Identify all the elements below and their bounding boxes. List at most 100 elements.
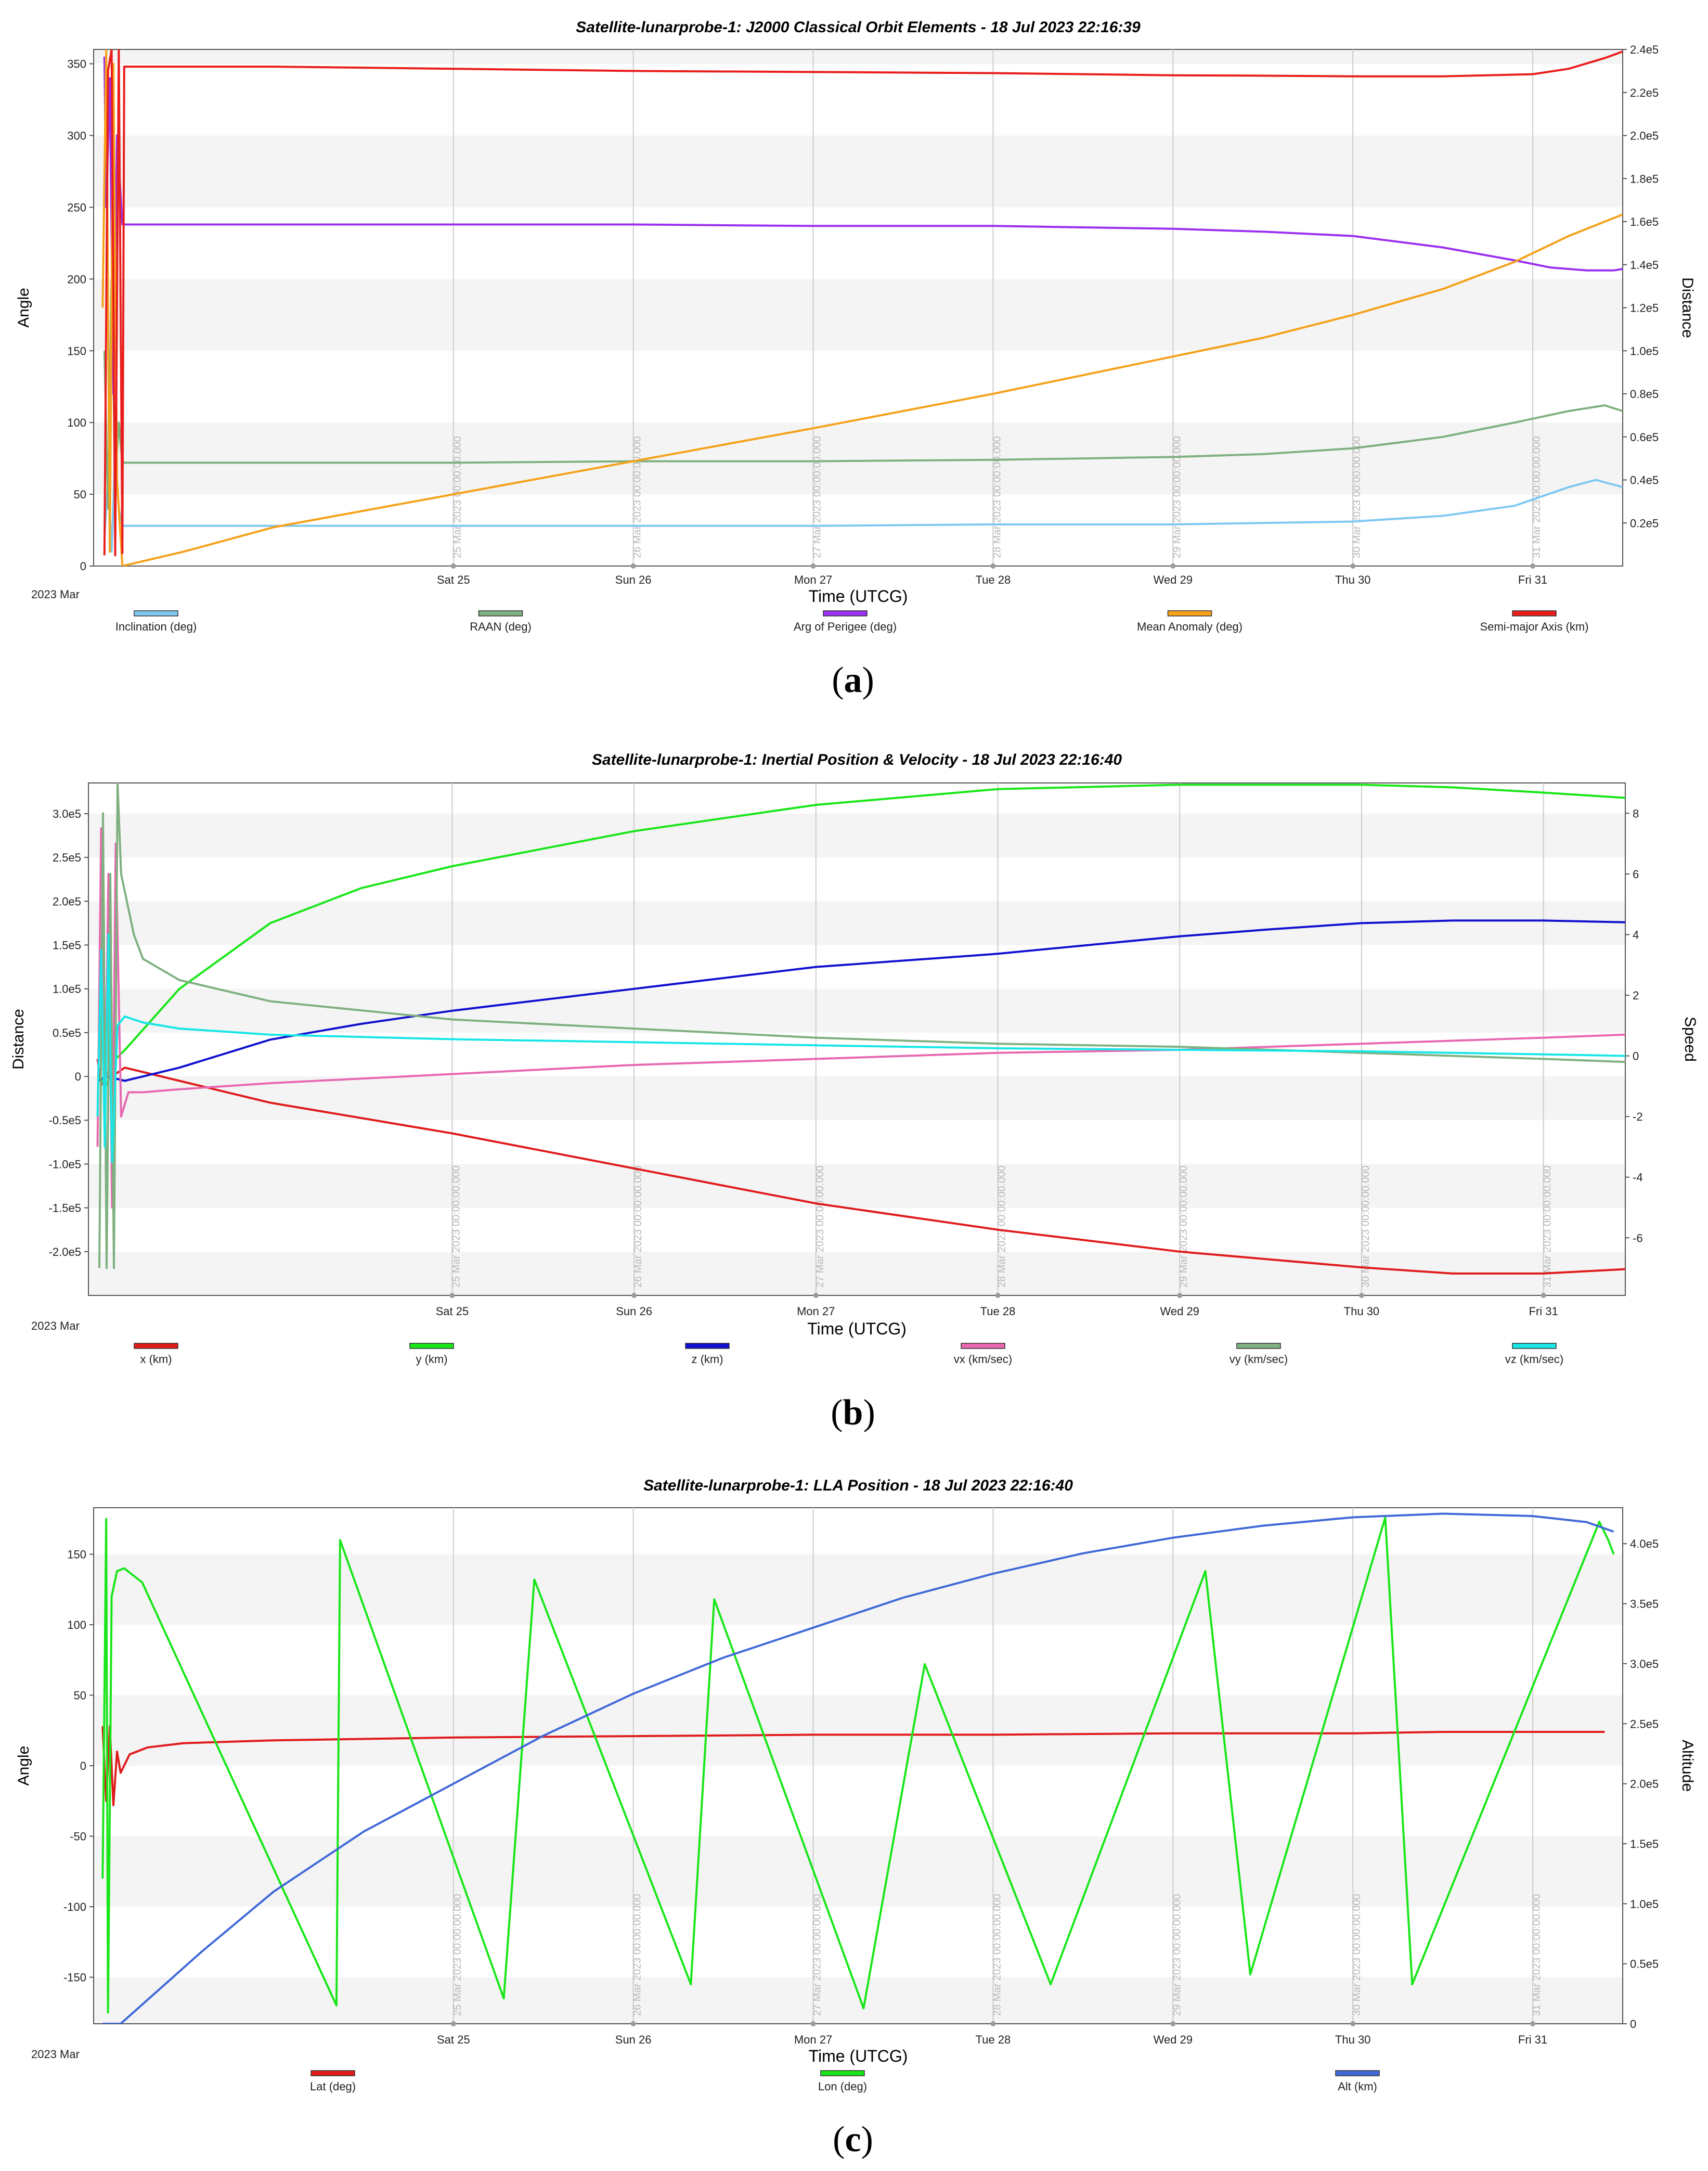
grid-marker (1541, 1293, 1546, 1298)
left-tick-label: 100 (67, 416, 86, 429)
left-tick-label: 2.5e5 (53, 851, 81, 864)
grid-stamp: 29 Mar 2023 00:00:00.000 (1171, 436, 1183, 558)
legend-label: x (km) (140, 1353, 172, 1366)
background-bands (94, 1554, 1623, 2024)
caption-close: ) (861, 2119, 873, 2160)
series-line-lon (101, 1517, 1615, 2014)
grid-marker (810, 2021, 816, 2026)
grid-stamp: 26 Mar 2023 00:00:00.000 (632, 436, 643, 558)
panel-caption: (a) (832, 660, 874, 700)
plot-band (88, 1164, 1625, 1208)
left-tick-label: 300 (67, 130, 86, 143)
plot-band (88, 1076, 1625, 1121)
legend-item: vx (km/sec) (954, 1343, 1012, 1366)
x-tick-label: Sun 26 (615, 2033, 652, 2046)
grid-stamp: 28 Mar 2023 00:00:00.000 (991, 1894, 1003, 2016)
right-tick-label: 0.8e5 (1630, 388, 1659, 401)
left-tick-label: 350 (67, 58, 86, 71)
plot-band (94, 1977, 1623, 2024)
grid-marker (450, 2021, 456, 2026)
caption-close: ) (863, 1393, 875, 1433)
x-tick-label: Mon 27 (794, 573, 832, 586)
grid-stamp: 29 Mar 2023 00:00:00.000 (1178, 1165, 1189, 1288)
plot-band (94, 1695, 1623, 1766)
left-tick-label: -150 (63, 1971, 86, 1984)
right-tick-label: 1.4e5 (1630, 259, 1659, 272)
legend-label: Mean Anomaly (deg) (1137, 620, 1243, 633)
x-tick-label: Tue 28 (980, 1305, 1016, 1318)
x-axis-label: Time (UTCG) (809, 2047, 908, 2065)
grid-marker (1530, 2021, 1536, 2026)
right-tick-label: 3.0e5 (1630, 1658, 1659, 1671)
legend-swatch (961, 1343, 1005, 1349)
legend-label: vz (km/sec) (1505, 1353, 1563, 1366)
legend-label: Inclination (deg) (115, 620, 197, 633)
caption-letter: b (843, 1393, 863, 1433)
right-tick-label: 8 (1633, 807, 1639, 820)
legend-label: vy (km/sec) (1230, 1353, 1288, 1366)
legend-swatch (1236, 1343, 1281, 1349)
year-label: 2023 Mar (31, 588, 80, 601)
grid-stamp: 30 Mar 2023 00:00:00.000 (1351, 1894, 1363, 2016)
left-tick-label: -2.0e5 (49, 1245, 81, 1258)
grid-stamp: 25 Mar 2023 00:00:00.000 (452, 436, 463, 558)
legend-item: RAAN (deg) (470, 610, 532, 633)
caption-open: ( (833, 2119, 845, 2160)
grid-marker (995, 1293, 1001, 1298)
left-tick-label: -1.5e5 (49, 1202, 81, 1215)
caption-close: ) (862, 660, 874, 700)
caption-letter: a (844, 660, 862, 700)
left-tick-label: -0.5e5 (49, 1114, 81, 1127)
grid-stamp: 31 Mar 2023 00:00:00.000 (1531, 1894, 1543, 2016)
grid-stamp: 25 Mar 2023 00:00:00.000 (452, 1894, 463, 2016)
left-tick-label: 0 (80, 1759, 86, 1772)
legend-swatch (310, 2070, 355, 2076)
grid-stamp: 30 Mar 2023 00:00:00.000 (1351, 436, 1363, 558)
left-tick-label: 0 (80, 560, 86, 573)
grid-marker (449, 1293, 455, 1298)
legend-item: Alt (km) (1335, 2070, 1380, 2093)
x-tick-label: Mon 27 (797, 1305, 835, 1318)
plot-band (94, 279, 1623, 351)
legend-swatch (823, 610, 868, 616)
legend-label: vx (km/sec) (954, 1353, 1012, 1366)
x-tick-label: Sun 26 (615, 573, 652, 586)
left-tick-label: 150 (67, 344, 86, 357)
legend-swatch (1167, 610, 1212, 616)
right-tick-label: 2 (1633, 989, 1639, 1002)
legend-label: Lon (deg) (818, 2080, 867, 2093)
chart-panel-2: Satellite-lunarprobe-1: Inertial Positio… (10, 751, 1699, 1433)
legend-item: Semi-major Axis (km) (1480, 610, 1589, 633)
caption-open: ( (832, 660, 844, 700)
grid-stamp: 31 Mar 2023 00:00:00.000 (1542, 1165, 1554, 1288)
legend-item: Lon (deg) (818, 2070, 867, 2093)
panel-caption: (b) (831, 1393, 875, 1433)
left-tick-label: -1.0e5 (49, 1158, 81, 1171)
series-line-vy (98, 783, 1625, 1269)
legend-item: Mean Anomaly (deg) (1137, 610, 1243, 633)
legend-item: vz (km/sec) (1505, 1343, 1563, 1366)
chart-panel-3: Satellite-lunarprobe-1: LLA Position - 1… (15, 1477, 1696, 2160)
legend-item: Arg of Perigee (deg) (794, 610, 897, 633)
x-tick-label: Sat 25 (437, 2033, 470, 2046)
grid-marker (630, 2021, 636, 2026)
series-line-lat (101, 1725, 1605, 1806)
right-tick-label: 0 (1630, 2018, 1636, 2031)
x-tick-label: Mon 27 (794, 2033, 832, 2046)
chart-panel-1: Satellite-lunarprobe-1: J2000 Classical … (15, 19, 1696, 700)
series-group (101, 1512, 1615, 2024)
plot-band (88, 988, 1625, 1033)
legend-label: Semi-major Axis (km) (1480, 620, 1588, 633)
series-line-y (97, 783, 1625, 1086)
y-axis-label-right: Distance (1679, 277, 1696, 338)
left-tick-label: 1.0e5 (53, 983, 81, 996)
right-tick-label: 0.5e5 (1630, 1958, 1659, 1971)
grid-marker (450, 563, 456, 569)
series-line-semimajor (103, 49, 1623, 557)
grid-stamp: 27 Mar 2023 00:00:00.000 (812, 436, 823, 558)
grid-stamp: 30 Mar 2023 00:00:00.000 (1360, 1165, 1371, 1288)
right-tick-label: 0.6e5 (1630, 431, 1659, 444)
left-tick-label: 50 (74, 488, 86, 501)
legend-item: Inclination (deg) (115, 610, 197, 633)
y-axis-label-left: Angle (15, 1746, 32, 1786)
